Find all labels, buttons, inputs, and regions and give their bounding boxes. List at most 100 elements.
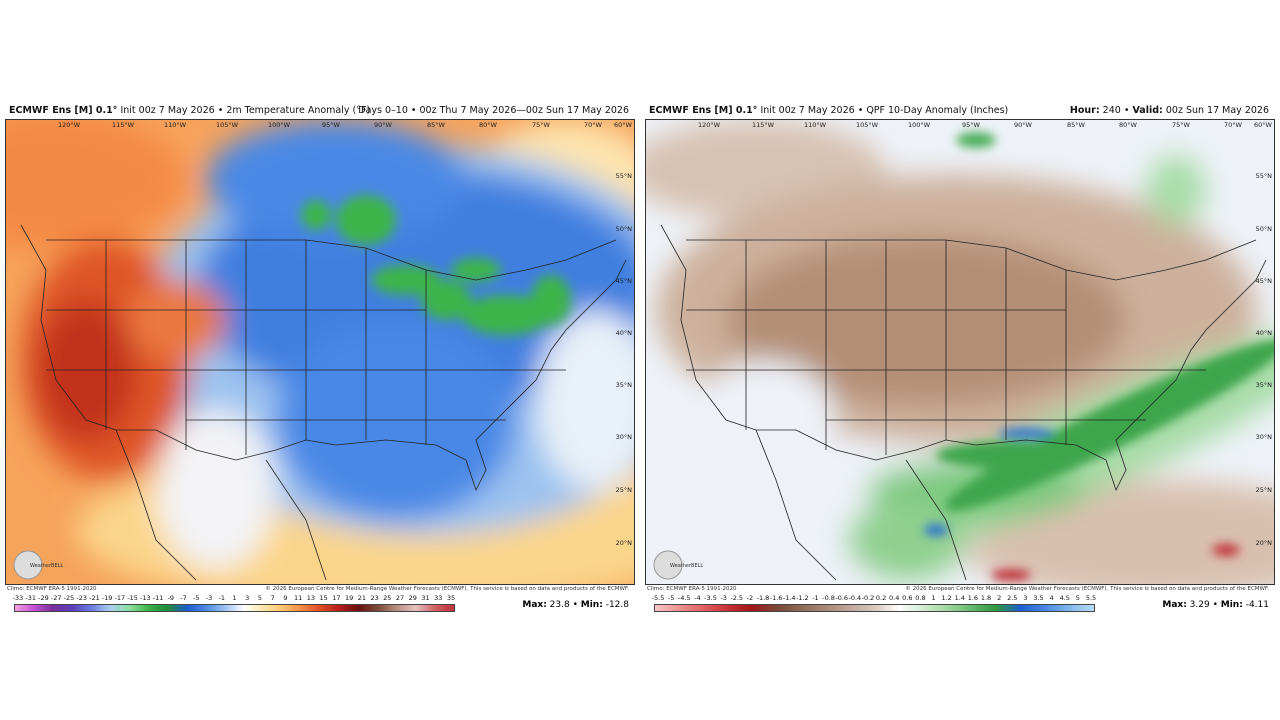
colorbar-label: 5	[257, 594, 263, 602]
colorbar-label: -29	[38, 594, 49, 602]
colorbar-label: 3	[1023, 594, 1028, 602]
colorbar-label: 19	[344, 594, 354, 602]
longitude-label: 115°W	[752, 121, 775, 129]
colorbar-label: 0.2	[875, 594, 887, 602]
longitude-label: 105°W	[856, 121, 879, 129]
credit: © 2026 European Centre for Medium-Range …	[905, 586, 1269, 592]
colorbar-label: 17	[332, 594, 341, 602]
colorbar-label: -0.4	[848, 594, 862, 602]
colorbar-label: 15	[319, 594, 328, 602]
min-label: Min:	[580, 600, 603, 610]
climo: Climo: ECMWF ERA-5 1991-2020	[647, 586, 737, 592]
colorbar-label: 1.8	[980, 594, 992, 602]
colorbar-label: 13	[306, 594, 316, 602]
map-canvas: 120°W 115°W 110°W 105°W 100°W 95°W 90°W 85°W 80°…	[6, 120, 634, 584]
colorbar-label: -5	[667, 594, 675, 602]
latitude-labels: 55°N 50°N 45°N 40°N 35°N 30°N 25°N 20°N	[1256, 172, 1273, 547]
longitude-label: 85°W	[1067, 121, 1086, 129]
max-value: 23.8 •	[549, 600, 578, 610]
latitude-label: 20°N	[616, 539, 633, 547]
credit: © 2026 European Centre for Medium-Range …	[265, 586, 629, 592]
valid: 00z Sun 17 May 2026	[1165, 105, 1269, 116]
colorbar-label: -1.4	[782, 594, 796, 602]
panel-subtitle: Init 00z 7 May 2026 • QPF 10-Day Anomaly…	[760, 105, 1009, 116]
longitude-label: 75°W	[1172, 121, 1191, 129]
latitude-label: 45°N	[616, 277, 633, 285]
colorbar-label: -5.5	[651, 594, 665, 602]
colorbar-label: -1.2	[795, 594, 809, 602]
min-value: -4.11	[1245, 600, 1269, 610]
max-value: 3.29 •	[1189, 600, 1218, 610]
logo-text: WeatherBELL	[670, 563, 703, 569]
latitude-label: 50°N	[1256, 225, 1273, 233]
latitude-label: 45°N	[1256, 277, 1273, 285]
longitude-labels: 120°W 115°W 110°W 105°W 100°W 95°W 90°W 85°W 80°…	[698, 121, 1273, 129]
longitude-label: 60°W	[1254, 121, 1273, 129]
latitude-label: 30°N	[616, 433, 633, 441]
colorbar-label: -2.5	[730, 594, 744, 602]
max-min: Max: 3.29 • Min: -4.11	[1162, 600, 1269, 610]
colorbar-label: 29	[408, 594, 417, 602]
colorbar-label: 1.6	[967, 594, 979, 602]
colorbar-label: -15	[127, 594, 138, 602]
colorbar-label: 25	[383, 594, 392, 602]
longitude-label: 100°W	[908, 121, 931, 129]
colorbar-label: -11	[152, 594, 164, 602]
colorbar-label: 1.4	[954, 594, 965, 602]
longitude-label: 85°W	[427, 121, 446, 129]
colorbar-label: -5	[193, 594, 200, 602]
wet-band	[924, 132, 1274, 581]
longitude-label: 95°W	[962, 121, 981, 129]
valid-time: Hour: 240 • Valid: 00z Sun 17 May 2026	[1070, 104, 1269, 118]
colorbar-label: 0.6	[902, 594, 913, 602]
latitude-label: 55°N	[1256, 172, 1273, 180]
panel-header: ECMWF Ens [M] 0.1° Init 00z 7 May 2026 •…	[9, 104, 370, 118]
colorbar	[654, 604, 1095, 612]
latitude-label: 50°N	[616, 225, 633, 233]
latitude-labels: 55°N 50°N 45°N 40°N 35°N 30°N 25°N 20°N	[616, 172, 633, 547]
colorbar-label: -27	[50, 594, 62, 602]
colorbar-label: 0.8	[915, 594, 926, 602]
colorbar-label: 27	[395, 594, 405, 602]
latitude-label: 25°N	[616, 486, 633, 494]
anomaly-field	[6, 120, 634, 584]
colorbar-label: 2.5	[1007, 594, 1018, 602]
longitude-label: 90°W	[374, 121, 393, 129]
colorbar-label: 1	[931, 594, 936, 602]
max-label: Max:	[522, 600, 547, 610]
longitude-label: 105°W	[216, 121, 239, 129]
valid-label: Valid:	[1132, 105, 1163, 116]
colorbar-label: -3	[720, 594, 727, 602]
longitude-label: 70°W	[1224, 121, 1243, 129]
colorbar-label: 31	[421, 594, 430, 602]
colorbar-label: 7	[270, 594, 275, 602]
latitude-label: 20°N	[1256, 539, 1273, 547]
min-value: -12.8	[605, 600, 629, 610]
colorbar-label: -0.6	[835, 594, 849, 602]
colorbar-label: -21	[89, 594, 100, 602]
longitude-label: 60°W	[614, 121, 633, 129]
max-min: Max: 23.8 • Min: -12.8	[522, 600, 629, 610]
latitude-label: 35°N	[1256, 381, 1273, 389]
longitude-label: 95°W	[322, 121, 341, 129]
colorbar-label: -13	[140, 594, 151, 602]
hour-label: Hour:	[1069, 105, 1100, 116]
borders	[20, 224, 627, 581]
longitude-label: 70°W	[584, 121, 603, 129]
green-patches	[301, 195, 571, 335]
colorbar-label: 5.5	[1085, 594, 1097, 602]
colorbar-label: -1.8	[756, 594, 770, 602]
colorbar-label: -4.5	[677, 594, 691, 602]
colorbar-label: -33	[12, 594, 24, 602]
panel-subtitle: Init 00z 7 May 2026 • 2m Temperature Ano…	[120, 105, 371, 116]
latitude-label: 35°N	[616, 381, 633, 389]
colorbar-label: 5	[1075, 594, 1080, 602]
colorbar-label: -25	[63, 594, 75, 602]
colorbar-label: 21	[357, 594, 366, 602]
colorbar-labels: -5.5 -5 -4.5 -4 -3.5 -3 -2.5 -2 -1.8 -1.6 -1.4 -1.2…	[651, 594, 1097, 603]
colorbar	[14, 604, 455, 612]
colorbar-label: 1	[232, 594, 237, 602]
colorbar-label: 3.5	[1033, 594, 1044, 602]
colorbar-label: 4.5	[1059, 594, 1070, 602]
colorbar-label: -1.6	[769, 594, 783, 602]
